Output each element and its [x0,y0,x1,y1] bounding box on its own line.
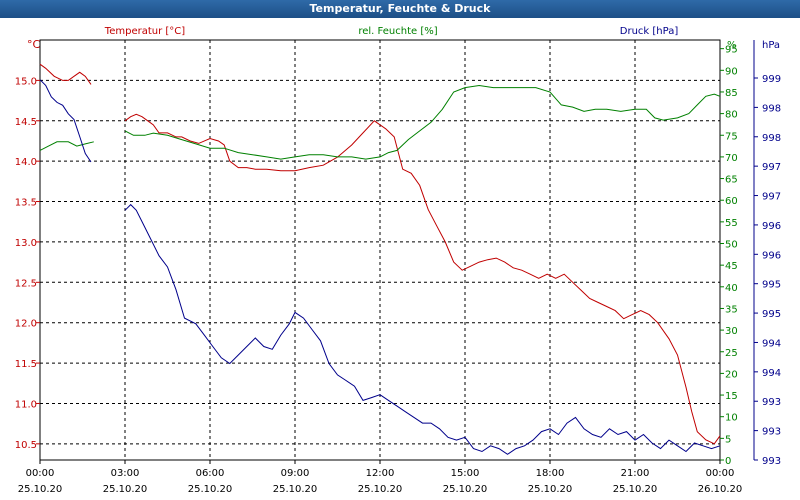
series-layer [39,63,721,455]
temperature-tick-label: 14.5 [15,117,37,128]
humidity-axis-label: rel. Feuchte [%] [358,26,437,37]
pressure-tick-label: 998 [762,133,781,144]
pressure-tick-label: 993 [762,397,781,408]
pressure-tick-label: 996 [762,250,781,261]
humidity-tick-label: 35 [725,304,738,315]
x-tick-time: 03:00 [111,468,140,479]
pressure-tick-label: 998 [762,103,781,114]
temperature-series-line [124,113,721,445]
x-tick-time: 12:00 [366,468,395,479]
humidity-tick-label: 55 [725,218,738,229]
humidity-tick-label: 70 [725,153,738,164]
temperature-axis-label: Temperatur [°C] [104,26,185,37]
humidity-tick-label: 90 [725,66,738,77]
x-tick-time: 00:00 [26,468,55,479]
x-tick-date: 25.10.20 [188,484,233,495]
humidity-tick-label: 45 [725,261,738,272]
humidity-tick-label: 30 [725,326,738,337]
x-tick-time: 21:00 [621,468,650,479]
pressure-axis: 999 998 998 997 997 996 996 995 995 994 994 993 993 9… [753,40,781,467]
pressure-tick-label: 999 [762,74,781,85]
x-tick-date: 25.10.20 [18,484,63,495]
pressure-series-line [124,203,721,455]
temperature-tick-label: 14.0 [15,157,37,168]
humidity-series-line [39,141,94,151]
temperature-tick-label: 11.5 [15,359,37,370]
temperature-tick-label: 15.0 [15,76,37,87]
humidity-series-line [124,84,721,160]
humidity-unit-label: % [727,40,737,51]
pressure-unit-label: hPa [762,40,780,51]
humidity-tick-label: 5 [725,434,731,445]
pressure-tick-label: 994 [762,368,781,379]
x-tick-time: 00:00 [706,468,735,479]
pressure-tick-label: 993 [762,456,781,467]
x-tick-time: 09:00 [281,468,310,479]
x-tick-date: 26.10.20 [698,484,743,495]
pressure-tick-label: 993 [762,427,781,438]
x-tick-time: 18:00 [536,468,565,479]
pressure-axis-label: Druck [hPa] [620,26,679,37]
humidity-tick-label: 65 [725,175,738,186]
x-tick-date: 25.10.20 [103,484,148,495]
humidity-tick-label: 20 [725,369,738,380]
humidity-tick-label: 15 [725,391,738,402]
humidity-tick-label: 0 [725,456,731,467]
temperature-unit-label: °C [27,38,41,51]
x-tick-time: 15:00 [451,468,480,479]
humidity-tick-label: 10 [725,413,738,424]
pressure-tick-label: 995 [762,309,781,320]
temperature-tick-label: 12.5 [15,278,37,289]
x-tick-date: 25.10.20 [528,484,573,495]
pressure-series-line [39,79,92,163]
humidity-tick-label: 40 [725,283,738,294]
x-tick-date: 25.10.20 [443,484,488,495]
temperature-series-line [39,63,92,85]
pressure-tick-label: 997 [762,192,781,203]
temperature-tick-label: 13.5 [15,198,37,209]
humidity-tick-label: 60 [725,196,738,207]
temperature-tick-label: 10.5 [15,440,37,451]
humidity-tick-label: 75 [725,131,738,142]
temperature-axis: 15.0 14.5 14.0 13.5 13.0 12.5 12.0 11.5 11.0 10.5 [15,76,40,451]
pressure-tick-label: 997 [762,162,781,173]
temperature-tick-label: 11.0 [15,399,37,410]
x-tick-date: 25.10.20 [613,484,658,495]
x-tick-date: 25.10.20 [273,484,318,495]
x-tick-date: 25.10.20 [358,484,403,495]
humidity-tick-label: 50 [725,240,738,251]
humidity-tick-label: 85 [725,88,738,99]
pressure-tick-label: 995 [762,280,781,291]
humidity-tick-label: 25 [725,348,738,359]
temperature-tick-label: 13.0 [15,238,37,249]
grid-lines [40,40,720,460]
chart-title: Temperatur, Feuchte & Druck [0,0,800,18]
humidity-tick-label: 80 [725,110,738,121]
humidity-tick-label: 95 [725,45,738,56]
x-tick-time: 06:00 [196,468,225,479]
pressure-tick-label: 994 [762,338,781,349]
temperature-tick-label: 12.0 [15,319,37,330]
time-axis: 00:00 25.10.20 03:00 25.10.20 06:00 25.10.20 0… [18,460,743,495]
pressure-tick-label: 996 [762,221,781,232]
